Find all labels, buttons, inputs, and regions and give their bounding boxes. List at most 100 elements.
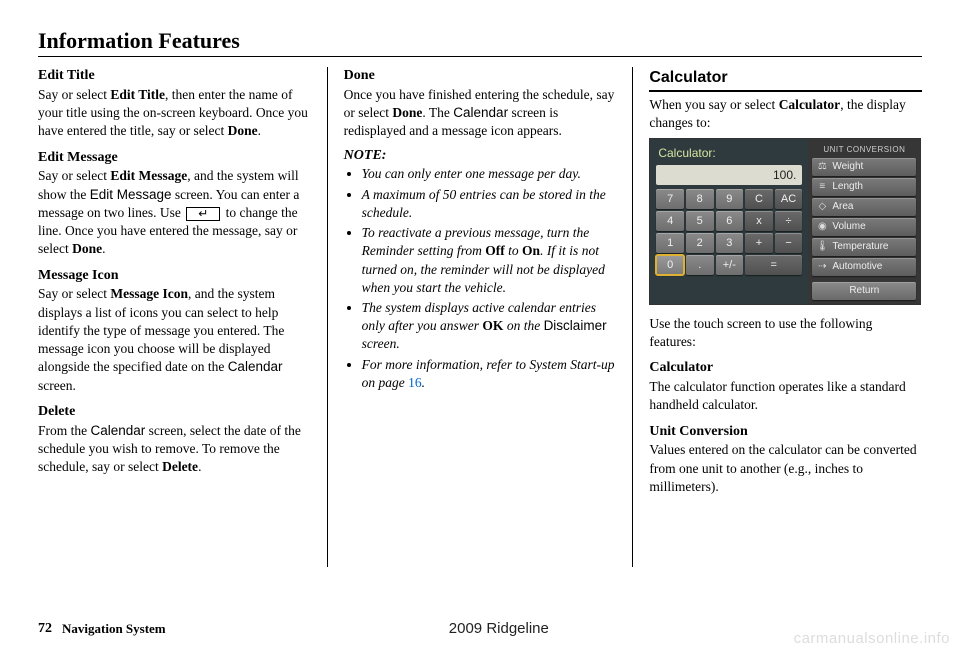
text-bold: Calculator xyxy=(779,97,841,112)
text-bold: Edit Message xyxy=(110,168,187,183)
uc-automotive[interactable]: ⇢ Automotive xyxy=(812,258,916,276)
text: From the xyxy=(38,423,91,438)
uc-label: Weight xyxy=(832,160,863,174)
text-bold: Edit Title xyxy=(110,87,165,102)
key-4[interactable]: 4 xyxy=(656,211,684,231)
key-5[interactable]: 5 xyxy=(686,211,714,231)
delete-head: Delete xyxy=(38,403,311,422)
key-clear[interactable]: C xyxy=(745,189,773,209)
text: Say or select xyxy=(38,286,110,301)
key-9[interactable]: 9 xyxy=(716,189,744,209)
text: . The xyxy=(422,105,453,120)
uc-label: Length xyxy=(832,180,863,194)
uc-volume[interactable]: ◉ Volume xyxy=(812,218,916,236)
note-item: For more information, refer to System St… xyxy=(362,356,617,392)
automotive-icon: ⇢ xyxy=(816,261,828,273)
text-bold: On xyxy=(522,243,540,258)
unit-conversion-title: UNIT CONVERSION xyxy=(812,143,916,158)
uc-label: Automotive xyxy=(832,260,882,274)
column-2: Done Once you have finished entering the… xyxy=(332,67,629,567)
unit-conversion-panel: UNIT CONVERSION ⚖ Weight ≡Length ◇Area ◉ V… xyxy=(808,139,920,304)
calculator-title: Calculator: xyxy=(654,143,804,163)
weight-icon: ⚖ xyxy=(816,161,828,173)
done-para: Once you have finished entering the sche… xyxy=(344,86,617,141)
content-columns: Edit Title Say or select Edit Title, the… xyxy=(38,67,922,567)
key-3[interactable]: 3 xyxy=(716,233,744,253)
key-8[interactable]: 8 xyxy=(686,189,714,209)
page-number: 72 xyxy=(38,621,52,637)
message-icon-para: Say or select Message Icon, and the syst… xyxy=(38,285,311,394)
uc-label: Temperature xyxy=(832,240,888,254)
text: on the xyxy=(503,318,543,333)
text-bold: Message Icon xyxy=(110,286,188,301)
nav-system-label: Navigation System xyxy=(62,621,166,637)
note-item: To reactivate a previous message, turn t… xyxy=(362,224,617,297)
column-1: Edit Title Say or select Edit Title, the… xyxy=(38,67,323,567)
temperature-icon: 🌡 xyxy=(816,241,828,253)
calculator-screenshot: Calculator: 100. 7 8 9 C AC 4 5 6 x ÷ 1 xyxy=(649,138,921,305)
text: Say or select xyxy=(38,168,110,183)
watermark: carmanualsonline.info xyxy=(794,630,950,647)
text: Say or select xyxy=(38,87,110,102)
uc-area[interactable]: ◇Area xyxy=(812,198,916,216)
text: to xyxy=(505,243,522,258)
calculator-after: Use the touch screen to use the followin… xyxy=(649,315,922,351)
calculator-intro: When you say or select Calculator, the d… xyxy=(649,96,922,132)
text-bold: Done xyxy=(228,123,258,138)
done-head: Done xyxy=(344,67,617,86)
key-0[interactable]: 0 xyxy=(656,255,684,275)
text-sans: Calendar xyxy=(91,423,146,438)
note-item: You can only enter one message per day. xyxy=(362,165,617,183)
calculator-panel: Calculator: 100. 7 8 9 C AC 4 5 6 x ÷ 1 xyxy=(650,139,808,304)
message-icon-head: Message Icon xyxy=(38,267,311,286)
uc-weight[interactable]: ⚖ Weight xyxy=(812,158,916,176)
text-sans: Disclaimer xyxy=(544,318,607,333)
text-bold: Delete xyxy=(162,459,198,474)
text-bold: Done xyxy=(392,105,422,120)
key-divide[interactable]: ÷ xyxy=(775,211,803,231)
unit-conversion-desc: Values entered on the calculator can be … xyxy=(649,441,922,496)
area-icon: ◇ xyxy=(816,201,828,213)
calculator-subhead: Calculator xyxy=(649,359,922,378)
key-multiply[interactable]: x xyxy=(745,211,773,231)
column-divider-1 xyxy=(327,67,328,567)
uc-label: Volume xyxy=(832,220,865,234)
text: When you say or select xyxy=(649,97,778,112)
calculator-keypad: 7 8 9 C AC 4 5 6 x ÷ 1 2 3 + − xyxy=(654,189,804,277)
enter-key-icon xyxy=(186,207,220,221)
key-plusminus[interactable]: +/- xyxy=(716,255,744,275)
page-link[interactable]: 16 xyxy=(408,375,422,390)
delete-para: From the Calendar screen, select the dat… xyxy=(38,422,311,477)
text: screen. xyxy=(362,336,400,351)
volume-icon: ◉ xyxy=(816,221,828,233)
calculator-desc: The calculator function operates like a … xyxy=(649,378,922,414)
column-divider-2 xyxy=(632,67,633,567)
text: For more information, refer to System St… xyxy=(362,357,615,390)
uc-temperature[interactable]: 🌡 Temperature xyxy=(812,238,916,256)
edit-message-para: Say or select Edit Message, and the syst… xyxy=(38,167,311,258)
unit-conversion-subhead: Unit Conversion xyxy=(649,423,922,442)
key-equals[interactable]: = xyxy=(745,255,802,275)
key-2[interactable]: 2 xyxy=(686,233,714,253)
text-bold: OK xyxy=(482,318,503,333)
key-dot[interactable]: . xyxy=(686,255,714,275)
return-button[interactable]: Return xyxy=(812,282,916,300)
key-plus[interactable]: + xyxy=(745,233,773,253)
key-minus[interactable]: − xyxy=(775,233,803,253)
text: screen. xyxy=(38,378,76,393)
column-3: Calculator When you say or select Calcul… xyxy=(637,67,922,567)
edit-title-para: Say or select Edit Title, then enter the… xyxy=(38,86,311,141)
key-7[interactable]: 7 xyxy=(656,189,684,209)
page-footer: 72 Navigation System 2009 Ridgeline xyxy=(38,620,922,637)
uc-length[interactable]: ≡Length xyxy=(812,178,916,196)
key-1[interactable]: 1 xyxy=(656,233,684,253)
page-title: Information Features xyxy=(38,28,922,54)
note-list: You can only enter one message per day. … xyxy=(344,165,617,392)
text: . xyxy=(198,459,201,474)
key-6[interactable]: 6 xyxy=(716,211,744,231)
key-allclear[interactable]: AC xyxy=(775,189,803,209)
text-sans: Edit Message xyxy=(90,187,172,202)
text-bold: Done xyxy=(72,241,102,256)
title-rule xyxy=(38,56,922,57)
note-item: A maximum of 50 entries can be stored in… xyxy=(362,186,617,222)
